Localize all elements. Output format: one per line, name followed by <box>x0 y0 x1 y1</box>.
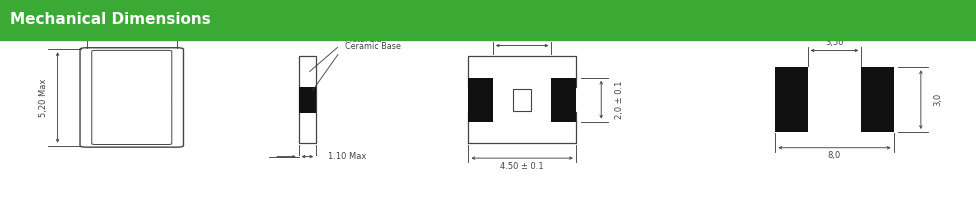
Text: 8,0: 8,0 <box>828 151 841 160</box>
Text: Metal Lid: Metal Lid <box>345 35 381 44</box>
Bar <box>551 78 576 122</box>
Text: Ceramic Base: Ceramic Base <box>345 42 400 51</box>
Bar <box>468 78 493 122</box>
Text: 7,20 Max: 7,20 Max <box>112 26 151 35</box>
Bar <box>0 0 976 40</box>
Text: 2,0 ± 0.1: 2,0 ± 0.1 <box>615 80 624 119</box>
FancyBboxPatch shape <box>92 50 172 145</box>
FancyBboxPatch shape <box>80 48 183 147</box>
Text: 3,50: 3,50 <box>826 38 843 47</box>
Text: 1.10 Max: 1.10 Max <box>328 152 366 161</box>
Text: 4.50 ± 0.1: 4.50 ± 0.1 <box>501 162 544 171</box>
Bar <box>174 96 180 99</box>
Bar <box>776 67 808 132</box>
Bar <box>861 67 894 132</box>
Bar <box>513 89 531 111</box>
Bar <box>299 56 316 143</box>
Text: 5,20 Max: 5,20 Max <box>39 78 49 117</box>
Text: 1.25 ± 0.1: 1.25 ± 0.1 <box>501 33 544 42</box>
Bar <box>299 87 316 113</box>
Text: 3,0: 3,0 <box>933 93 943 106</box>
Text: Mechanical Dimensions: Mechanical Dimensions <box>10 12 211 27</box>
Polygon shape <box>468 56 576 143</box>
